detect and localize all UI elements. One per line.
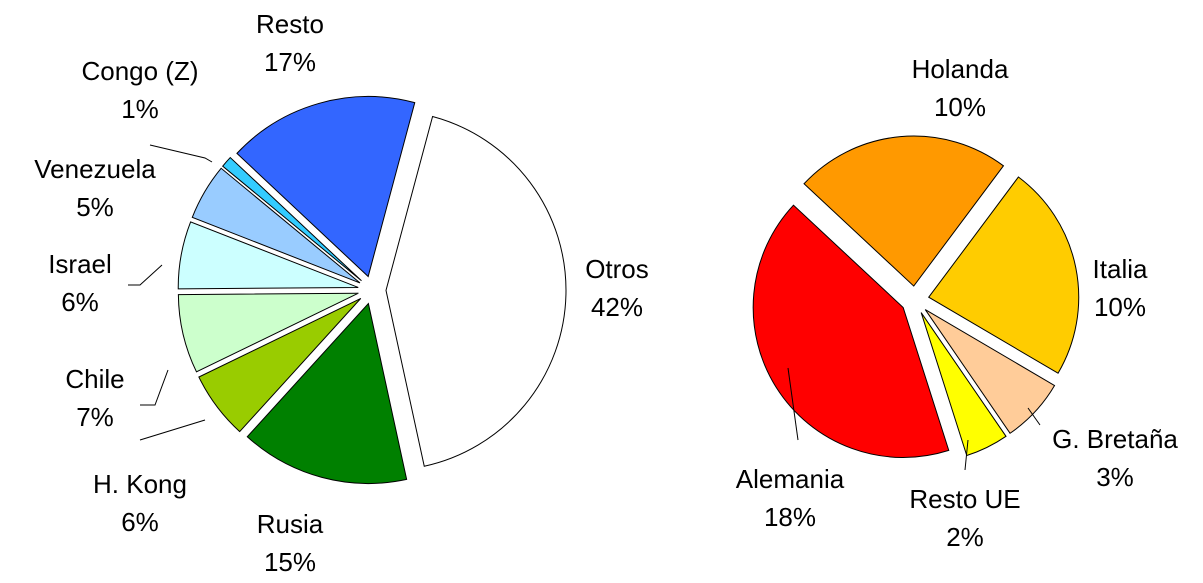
slice-label: Israel xyxy=(48,249,112,279)
leader-line xyxy=(140,369,169,406)
slice-value-label: 3% xyxy=(1096,462,1134,492)
pie-slice xyxy=(924,309,1056,434)
slice-label: H. Kong xyxy=(93,469,187,499)
slice-label: Congo (Z) xyxy=(81,56,198,86)
slice-value-label: 1% xyxy=(121,94,159,124)
pie-slice xyxy=(752,204,950,458)
pie-slice xyxy=(177,221,359,290)
slice-label: Otros xyxy=(585,254,649,284)
slice-label: Chile xyxy=(65,364,124,394)
slice-label: Resto xyxy=(256,9,324,39)
slice-value-label: 7% xyxy=(76,402,114,432)
leader-line xyxy=(964,439,969,471)
leader-line xyxy=(787,367,799,441)
leader-line xyxy=(149,144,213,163)
leader-line xyxy=(128,264,163,286)
slice-value-label: 5% xyxy=(76,192,114,222)
leader-line xyxy=(139,419,206,441)
slice-label: Italia xyxy=(1093,254,1148,284)
slice-value-label: 42% xyxy=(591,292,643,322)
pie-slice xyxy=(803,135,1005,287)
slice-label: Holanda xyxy=(912,54,1009,84)
pie-slice xyxy=(246,302,408,484)
pie-slice xyxy=(221,156,362,282)
slice-label: Rusia xyxy=(257,509,324,539)
slice-label: Alemania xyxy=(736,464,845,494)
slice-value-label: 10% xyxy=(1094,292,1146,322)
slice-value-label: 10% xyxy=(934,92,986,122)
pie-slice xyxy=(177,292,359,373)
pie-slice xyxy=(236,96,416,278)
slice-value-label: 18% xyxy=(764,502,816,532)
slice-value-label: 6% xyxy=(61,287,99,317)
slice-value-label: 6% xyxy=(121,507,159,537)
pie-slice xyxy=(198,297,362,433)
pie-slice xyxy=(927,176,1080,374)
slice-value-label: 2% xyxy=(946,522,984,552)
pie-slice xyxy=(385,115,567,467)
slice-label: Resto UE xyxy=(909,484,1020,514)
pie-slice xyxy=(191,167,361,284)
slice-label: G. Bretaña xyxy=(1052,424,1178,454)
slice-value-label: 17% xyxy=(264,47,316,77)
slice-value-label: 15% xyxy=(264,547,316,577)
leader-line xyxy=(1027,407,1041,426)
slice-label: Venezuela xyxy=(34,154,156,184)
